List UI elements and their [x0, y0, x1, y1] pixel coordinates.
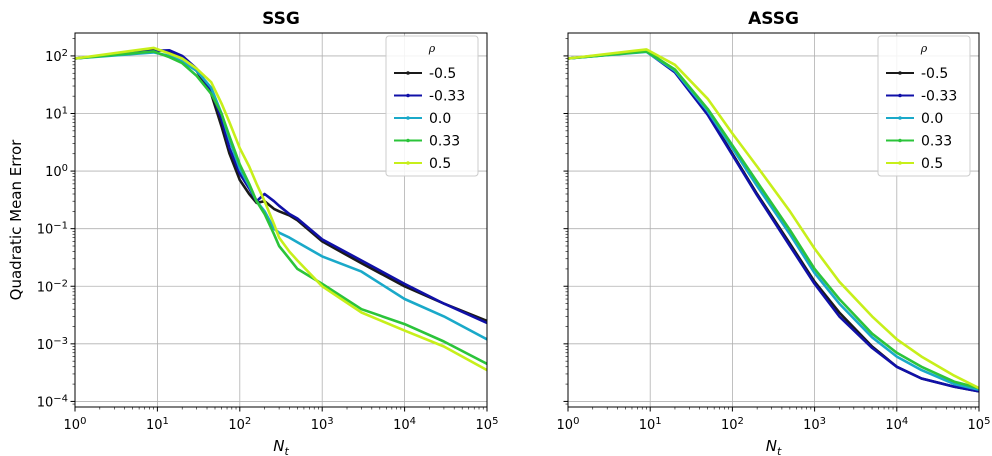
legend-label-0.0: 0.0: [429, 111, 451, 127]
legend-box: [877, 35, 971, 177]
legend-box: [385, 35, 479, 177]
x-tick-label: 103: [311, 416, 334, 434]
legend-title: ρ: [428, 42, 436, 55]
plot-frame: [567, 32, 980, 408]
x-tick-label: 100: [64, 416, 87, 434]
assg-panel: 100 101 102 103 104 105 ASSG Nt ρ -0.5 -0.33 0.0 0.3…: [557, 9, 991, 456]
legend-label-0.0: 0.0: [921, 111, 943, 127]
series-line-0.33: [568, 50, 979, 390]
chart-title: SSG: [262, 9, 300, 29]
series-line-0.5: [568, 48, 979, 390]
y-tick-label: 10−2: [37, 278, 68, 296]
legend-marker-0.5: [898, 161, 902, 165]
legend-label-0.5: 0.5: [429, 156, 451, 172]
x-tick-label: 101: [146, 416, 169, 434]
x-tick-label: 105: [476, 416, 499, 434]
legend-marker-0.33: [898, 138, 902, 143]
series-group: [75, 46, 487, 372]
x-tick-label: 105: [968, 416, 991, 434]
plot-frame: [74, 32, 488, 408]
y-tick-label: 10−4: [37, 393, 68, 411]
legend-marker-0.33: [406, 138, 410, 143]
legend-title: ρ: [920, 42, 928, 55]
x-tick-label: 101: [639, 416, 662, 434]
x-axis-label: Nt: [273, 437, 289, 456]
series-line-0.5: [75, 46, 487, 372]
series-line-0.33: [75, 50, 487, 366]
legend-marker--0.33: [898, 93, 902, 98]
legend-marker-0.0: [898, 116, 902, 120]
legend-marker--0.33: [406, 93, 410, 98]
y-tick-label: 10−1: [37, 220, 68, 238]
legend-marker--0.5: [406, 71, 410, 75]
legend-label--0.33: -0.33: [921, 89, 957, 105]
legend-label-0.5: 0.5: [921, 156, 943, 172]
legend-label-0.33: 0.33: [429, 134, 460, 150]
y-tick-label: 100: [45, 163, 68, 181]
y-tick-label: 101: [45, 105, 68, 123]
legend: ρ -0.5 -0.33 0.0 0.33 0.5: [385, 35, 479, 177]
x-axis-label: Nt: [766, 437, 782, 456]
y-tick-label: 10−3: [37, 335, 68, 353]
x-tick-label: 100: [557, 416, 580, 434]
x-tick-label: 104: [393, 416, 416, 434]
series-group: [568, 48, 979, 393]
y-axis-label: Quadratic Mean Error: [7, 139, 25, 300]
x-tick-label: 102: [721, 416, 744, 434]
x-tick-label: 103: [803, 416, 826, 434]
legend-marker-0.5: [406, 161, 410, 165]
chart-title: ASSG: [748, 9, 799, 29]
legend: ρ -0.5 -0.33 0.0 0.33 0.5: [877, 35, 971, 177]
legend-label-0.33: 0.33: [921, 134, 952, 150]
x-tick-label: 104: [885, 416, 908, 434]
legend-marker--0.5: [898, 71, 902, 75]
y-tick-label: 102: [45, 47, 68, 64]
x-tick-label: 102: [228, 416, 251, 434]
legend-label--0.5: -0.5: [429, 66, 456, 82]
legend-label--0.33: -0.33: [429, 89, 465, 105]
ssg-panel: 100 101 102 103 104 105 10−4 10−3 10−2 10−1 100 101…: [7, 9, 498, 456]
legend-label--0.5: -0.5: [921, 66, 948, 82]
legend-marker-0.0: [406, 116, 410, 120]
